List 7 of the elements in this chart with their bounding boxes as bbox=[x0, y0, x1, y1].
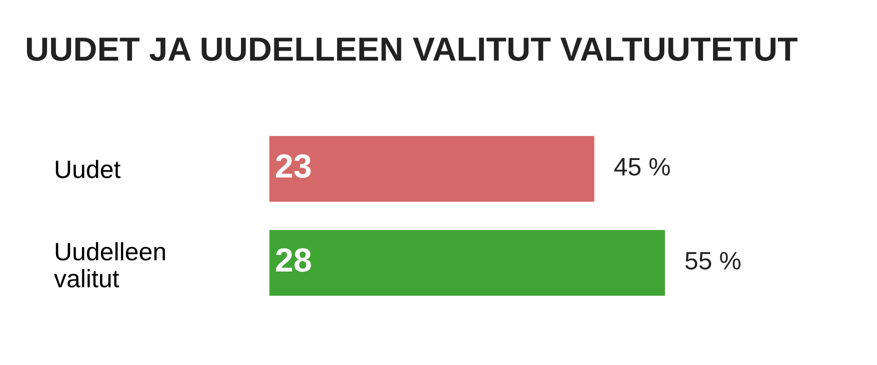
annotation: 45 % bbox=[614, 158, 670, 176]
data-label: 28 bbox=[276, 248, 311, 272]
chart-title: UUDET JA UUDELLEEN VALITUT VALTUUTETUT bbox=[27, 38, 798, 61]
y-tick-label: Uudelleen valitut bbox=[54, 242, 165, 288]
data-label: 23 bbox=[276, 154, 311, 178]
annotation: 55 % bbox=[685, 252, 741, 270]
y-tick-label: Uudet bbox=[56, 160, 120, 178]
